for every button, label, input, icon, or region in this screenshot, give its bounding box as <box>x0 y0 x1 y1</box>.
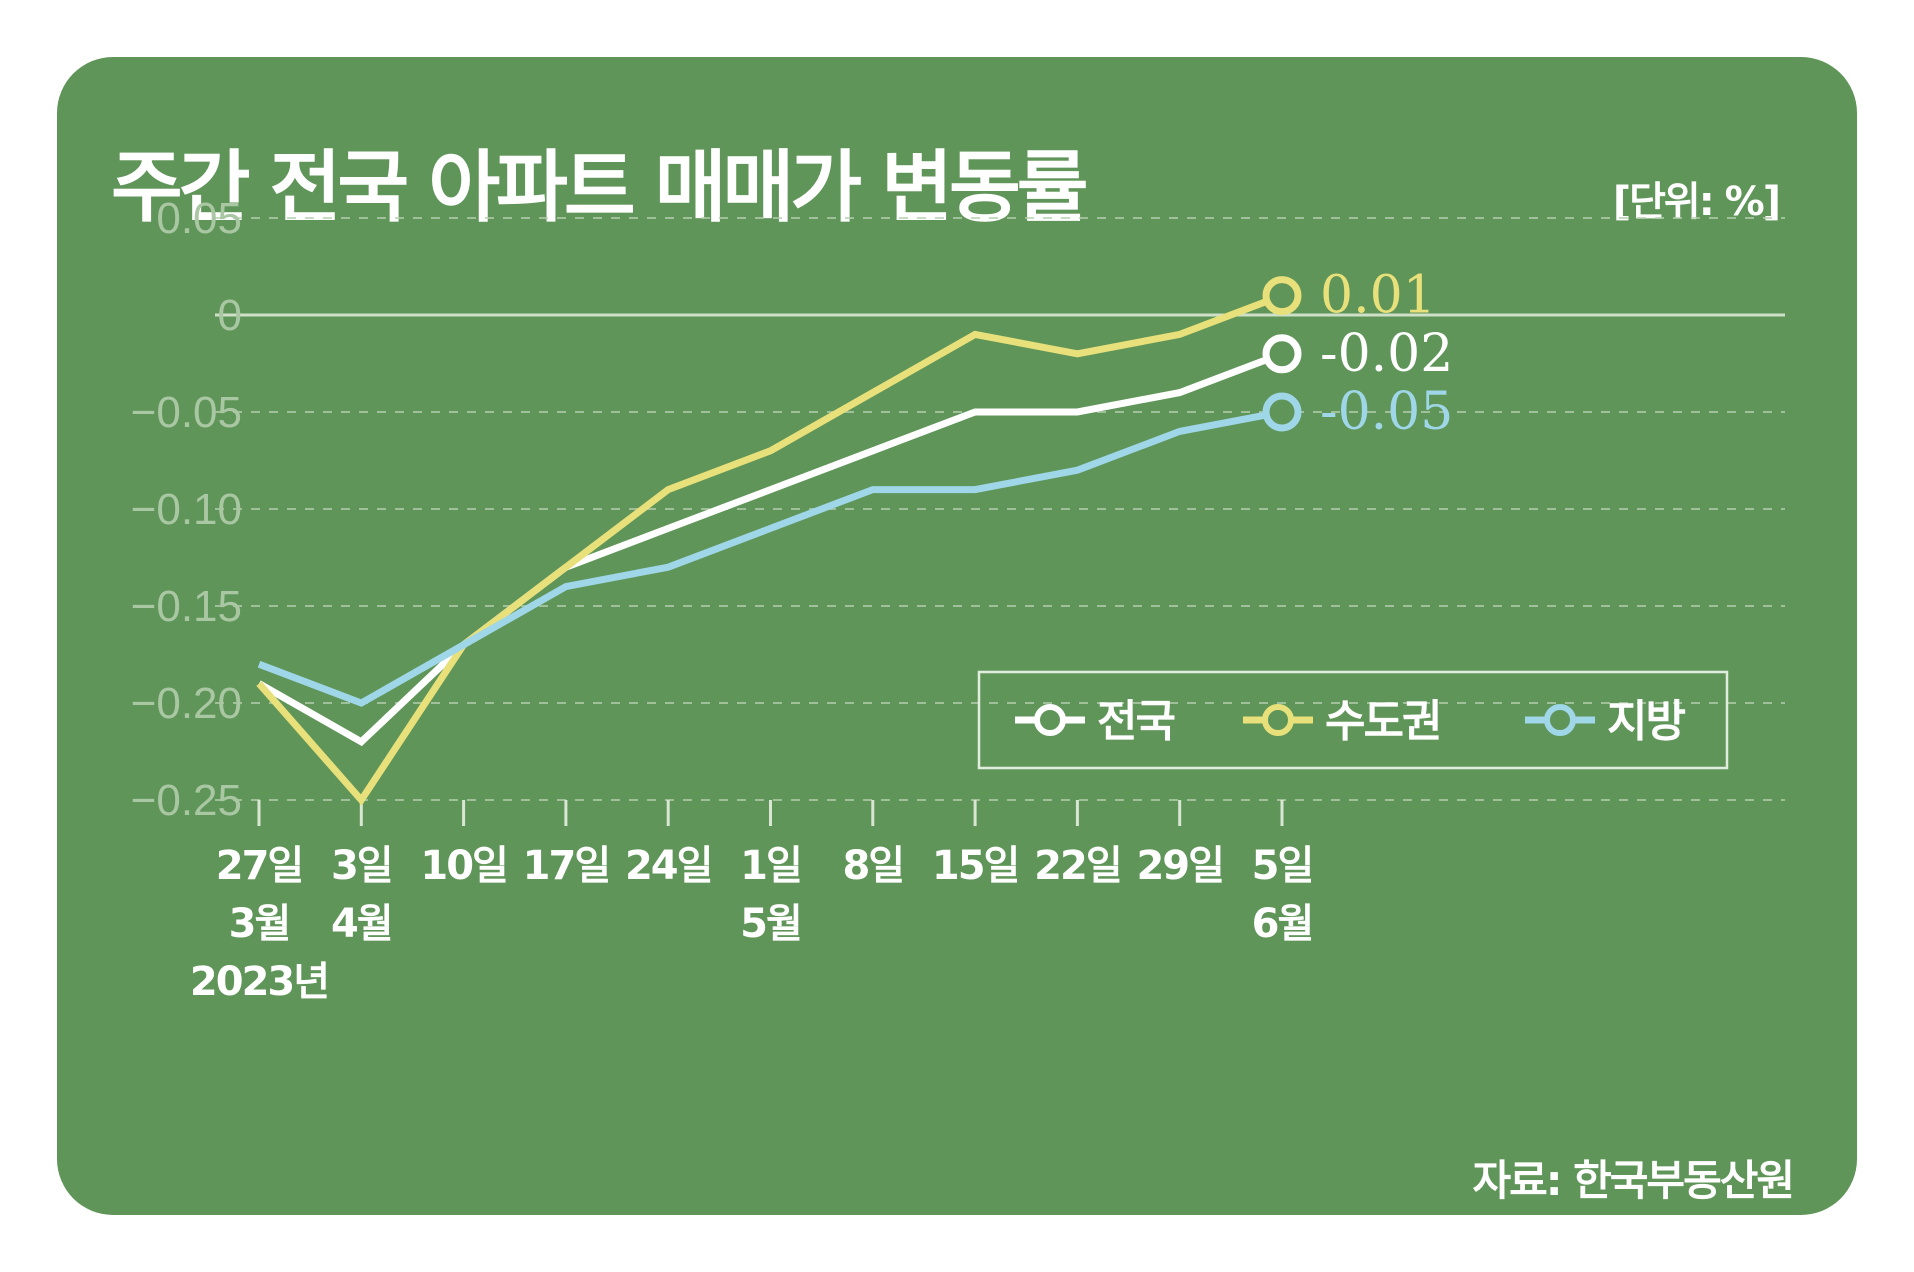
x-tick-label: 2023년 <box>190 959 328 1005</box>
series-line-3 <box>257 408 1283 707</box>
y-tick-label: −0.20 <box>131 679 242 728</box>
y-tick-label: −0.15 <box>131 582 242 631</box>
x-tick-label: 5월 <box>740 901 801 947</box>
series-end-label-2: 0.01 <box>1320 266 1436 326</box>
x-tick-label: 24일 <box>625 843 711 889</box>
x-tick-label: 10일 <box>420 843 506 889</box>
x-tick-label: 8일 <box>842 843 903 889</box>
x-tick-label: 15일 <box>932 843 1018 889</box>
legend-swatch-marker <box>1544 704 1576 736</box>
x-tick-label: 1일 <box>740 843 801 889</box>
legend-label-1: 전국 <box>1097 696 1174 747</box>
x-tick-label: 3월 <box>229 901 290 947</box>
chart-card: 주간 전국 아파트 매매가 변동률 [단위: %] 0.05 0 −0.05 −0.1… <box>57 57 1857 1215</box>
series-line-2 <box>256 292 1284 806</box>
legend-box <box>977 670 1729 770</box>
series-end-marker-1 <box>1262 334 1302 374</box>
y-tick-label: −0.10 <box>131 485 242 534</box>
y-tick-label: 0.05 <box>156 194 242 243</box>
y-tick-label: −0.25 <box>131 776 242 825</box>
x-tick-label: 4월 <box>331 901 392 947</box>
x-tick-label: 27일 <box>216 843 302 889</box>
legend: 전국 수도권 지방 <box>977 670 1729 770</box>
series-end-marker-2 <box>1262 276 1302 316</box>
series-end-marker-3 <box>1262 392 1302 432</box>
legend-label-2: 수도권 <box>1325 696 1440 747</box>
x-tick-label: 17일 <box>523 843 609 889</box>
legend-label-3: 지방 <box>1607 696 1685 747</box>
y-tick-label: −0.05 <box>131 388 242 437</box>
x-tick-label: 5일 <box>1252 843 1313 889</box>
source-label: 자료: 한국부동산원 <box>1472 1156 1795 1205</box>
x-tick-label: 3일 <box>331 843 392 889</box>
x-tick-label: 29일 <box>1136 843 1222 889</box>
line-chart: 0.05 0 −0.05 −0.10 −0.15 −0.20 −0.25 27일 3월 2023년… <box>131 194 1785 1005</box>
series-end-label-1: -0.02 <box>1320 324 1453 384</box>
legend-swatch-marker <box>1034 704 1066 736</box>
x-tick-label: 6월 <box>1252 901 1313 947</box>
legend-swatch-marker <box>1262 704 1294 736</box>
y-tick-label: 0 <box>218 291 242 340</box>
x-tick-label: 22일 <box>1034 843 1120 889</box>
series-end-label-3: -0.05 <box>1320 382 1453 442</box>
series-line-1 <box>257 350 1284 747</box>
